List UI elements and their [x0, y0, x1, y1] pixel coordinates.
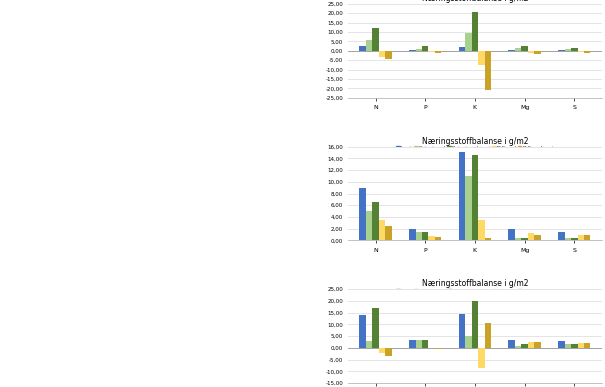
Bar — [435, 348, 442, 349]
Legend: Input, Output prod, Output prod+rest, Diff prod, Diff prod+rest: Input, Output prod, Output prod+rest, Di… — [396, 289, 554, 293]
Bar — [385, 51, 391, 59]
Bar — [584, 343, 590, 348]
Title: Næringsstoffbalanse i g/m2: Næringsstoffbalanse i g/m2 — [422, 0, 528, 3]
Bar — [409, 340, 416, 348]
Bar — [465, 336, 472, 348]
Bar — [472, 155, 478, 240]
Bar — [422, 232, 428, 240]
Bar — [379, 348, 385, 353]
Bar — [379, 51, 385, 57]
Bar — [385, 226, 391, 240]
Bar — [578, 51, 584, 52]
Bar — [564, 49, 571, 51]
Bar — [508, 340, 515, 348]
Bar — [558, 341, 564, 348]
Bar — [478, 220, 485, 240]
Bar — [409, 229, 416, 240]
Bar — [435, 51, 442, 53]
Bar — [372, 308, 379, 348]
Bar — [459, 152, 465, 240]
Bar — [359, 188, 366, 240]
Bar — [416, 49, 422, 51]
Bar — [465, 33, 472, 51]
Bar — [534, 342, 541, 348]
Bar — [435, 237, 442, 240]
Bar — [534, 51, 541, 54]
Bar — [534, 235, 541, 240]
Bar — [571, 238, 578, 240]
Bar — [584, 235, 590, 240]
Bar — [416, 340, 422, 348]
Bar — [472, 301, 478, 348]
Bar — [409, 50, 416, 51]
Bar — [385, 348, 391, 356]
Bar — [485, 238, 491, 240]
Title: Næringsstoffbalanse i g/m2: Næringsstoffbalanse i g/m2 — [422, 137, 528, 146]
Bar — [571, 48, 578, 51]
Bar — [478, 348, 485, 368]
Bar — [472, 12, 478, 51]
Bar — [515, 238, 522, 240]
Bar — [564, 238, 571, 240]
Bar — [578, 235, 584, 240]
Bar — [522, 238, 528, 240]
Bar — [459, 314, 465, 348]
Bar — [359, 46, 366, 51]
Bar — [485, 51, 491, 90]
Bar — [422, 46, 428, 51]
Bar — [459, 47, 465, 51]
Bar — [528, 342, 534, 348]
Bar — [428, 236, 435, 240]
Bar — [416, 232, 422, 240]
Bar — [522, 46, 528, 51]
Bar — [558, 50, 564, 51]
Bar — [372, 28, 379, 51]
Bar — [478, 51, 485, 65]
Bar — [508, 229, 515, 240]
Bar — [366, 341, 372, 348]
Legend: Input, Output prod, Output prod+rest, Diff prod, Diff prod+rest: Input, Output prod, Output prod+rest, Di… — [396, 146, 554, 150]
Bar — [528, 233, 534, 240]
Bar — [564, 344, 571, 348]
Bar — [558, 232, 564, 240]
Bar — [522, 344, 528, 348]
Bar — [515, 48, 522, 51]
Bar — [584, 51, 590, 53]
Title: Næringsstoffbalanse i g/m2: Næringsstoffbalanse i g/m2 — [422, 279, 528, 288]
Bar — [379, 220, 385, 240]
Bar — [515, 346, 522, 348]
Bar — [508, 50, 515, 51]
Bar — [422, 340, 428, 348]
Bar — [571, 344, 578, 348]
Bar — [465, 176, 472, 240]
Bar — [366, 211, 372, 240]
Bar — [366, 41, 372, 51]
Bar — [528, 51, 534, 53]
Bar — [359, 315, 366, 348]
Bar — [578, 343, 584, 348]
Bar — [372, 202, 379, 240]
Bar — [485, 323, 491, 348]
Bar — [428, 51, 435, 52]
